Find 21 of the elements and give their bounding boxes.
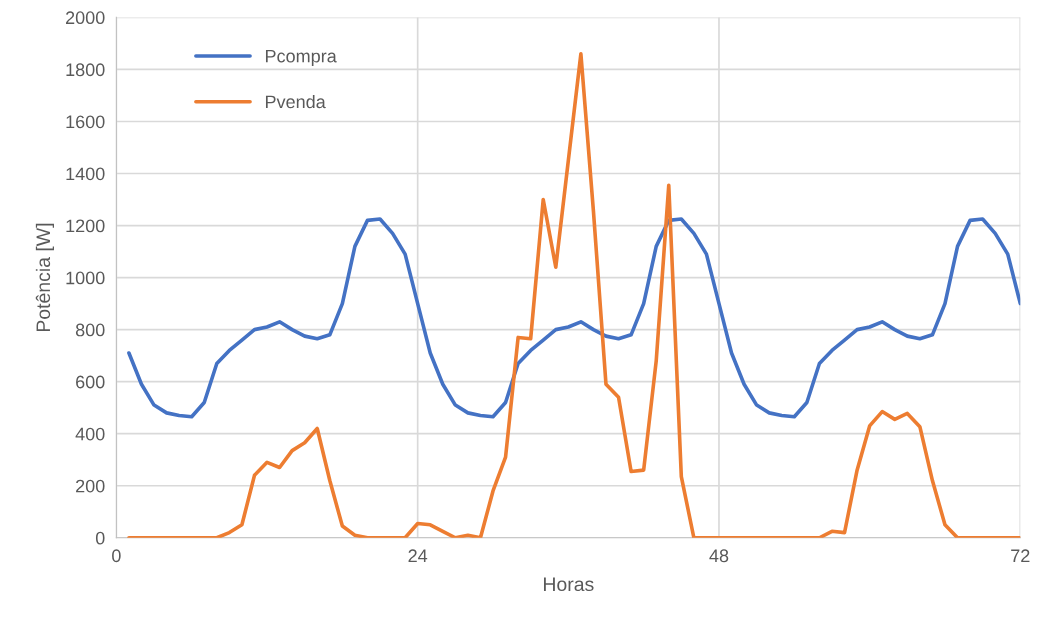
y-tick-label: 1400	[66, 167, 105, 181]
x-tick-label: 24	[408, 549, 428, 562]
x-axis-title: Horas	[544, 577, 594, 592]
line-series	[127, 217, 1021, 419]
x-tick-label: 48	[709, 549, 729, 563]
y-tick-label: 1600	[66, 115, 105, 129]
y-tick-label: 1000	[66, 271, 105, 285]
legend-label: Pvenda	[265, 94, 326, 109]
y-tick-label: 200	[76, 479, 105, 493]
line-series	[127, 52, 1021, 538]
y-tick-label: 400	[75, 427, 105, 441]
y-tick-label: 2000	[66, 11, 105, 25]
legend-label: Pcompra	[265, 49, 337, 67]
x-tick-label: 72	[1011, 549, 1030, 562]
y-tick-label: 600	[76, 375, 105, 389]
y-axis-title: Potência [W]	[35, 223, 54, 332]
y-tick-label: 800	[75, 323, 105, 337]
y-tick-label: 1800	[66, 63, 105, 77]
x-tick-label: 0	[112, 549, 121, 563]
y-tick-label: 1200	[66, 219, 105, 233]
y-tick-label: 0	[95, 531, 105, 545]
